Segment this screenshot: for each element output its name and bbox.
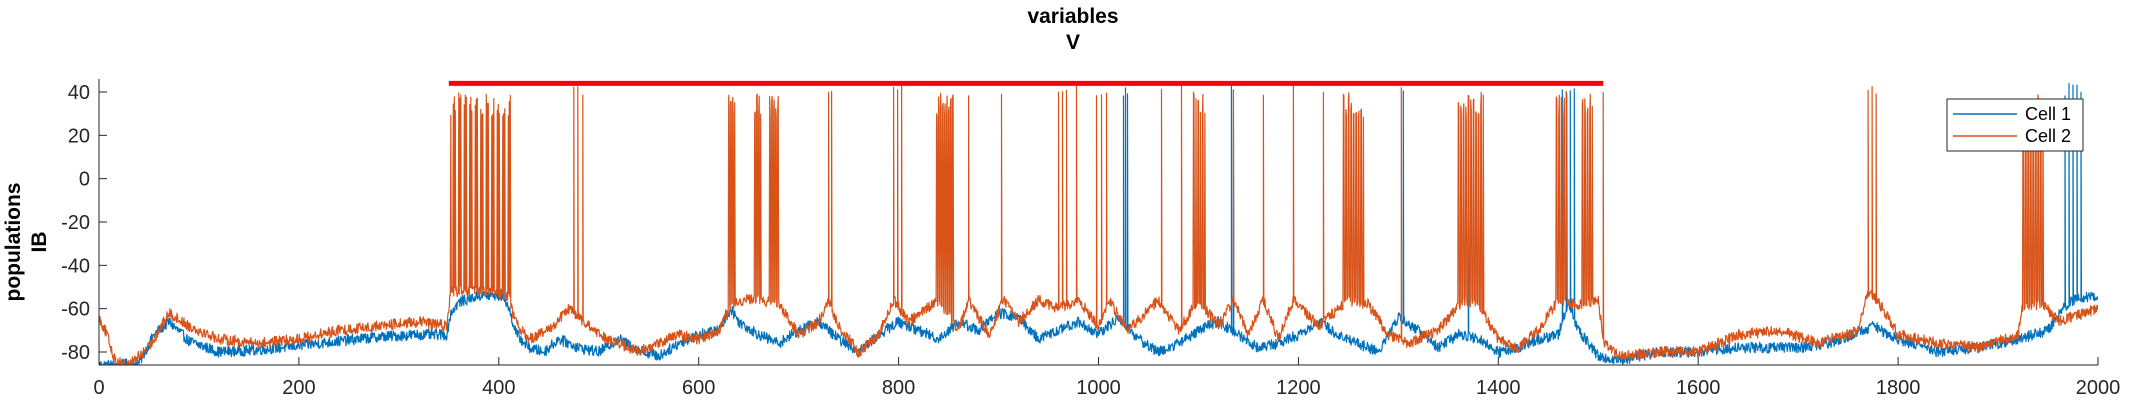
x-tick-label: 800 <box>882 377 915 399</box>
x-tick-label: 1400 <box>1476 377 1521 399</box>
axes-layer: 0 200 400 600 800 1000 1200 1400 1600 1800 2000-80… <box>61 79 2120 399</box>
series-line-1 <box>99 82 2098 365</box>
y-axis-label-line-1: populations <box>2 183 25 302</box>
x-tick-label: 1000 <box>1076 377 1121 399</box>
x-tick-label: 2000 <box>2076 377 2121 399</box>
legend-label-1: Cell 1 <box>2025 104 2071 124</box>
x-tick-label: 0 <box>93 377 104 399</box>
chart-title-line-2: V <box>1066 31 1080 54</box>
y-tick-label: 40 <box>68 82 90 104</box>
series-layer <box>99 82 2098 365</box>
x-tick-label: 400 <box>482 377 515 399</box>
legend-box <box>1946 98 2084 152</box>
y-tick-label: -80 <box>61 342 90 364</box>
y-axis-label: populations IB <box>2 183 51 302</box>
y-tick-label: -20 <box>61 212 90 234</box>
x-tick-label: 600 <box>682 377 715 399</box>
y-tick-label: -40 <box>61 255 90 277</box>
x-tick-label: 200 <box>282 377 315 399</box>
series-line-2 <box>99 84 2098 365</box>
legend-label-2: Cell 2 <box>2025 126 2071 146</box>
y-tick-label: -60 <box>61 299 90 321</box>
x-tick-label: 1200 <box>1276 377 1321 399</box>
plot-area: 0 200 400 600 800 1000 1200 1400 1600 1800 2000-80… <box>61 79 2120 399</box>
y-tick-label: 20 <box>68 125 90 147</box>
x-tick-label: 1600 <box>1676 377 1721 399</box>
y-tick-label: 0 <box>79 169 90 191</box>
chart-title-line-1: variables <box>1027 5 1118 28</box>
x-tick-label: 1800 <box>1876 377 1921 399</box>
y-axis-label-line-2: IB <box>28 232 51 253</box>
